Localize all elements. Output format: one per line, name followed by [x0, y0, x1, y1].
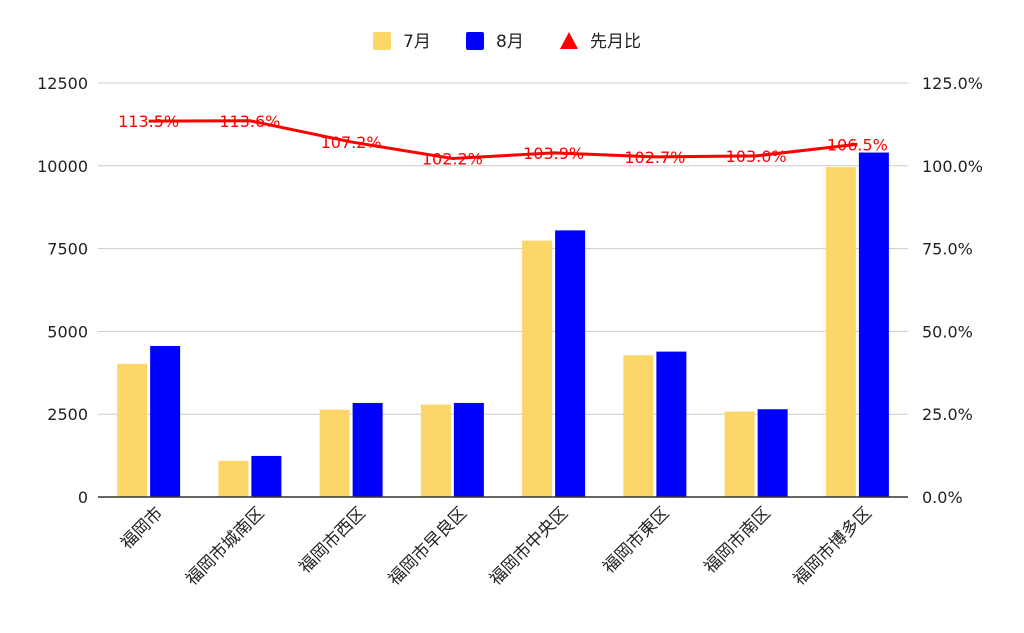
bar-august: [150, 345, 181, 497]
ratio-line-series: 113.5% 113.6% 107.2% 102.2% 103.9% 102.7% 103.…: [118, 112, 888, 169]
ratio-line: [148, 119, 858, 161]
ratio-data-label: 113.5%: [118, 112, 179, 131]
ratio-data-label: 107.2%: [321, 133, 382, 152]
ratio-data-label: 102.7%: [624, 148, 685, 167]
bar-july: [117, 363, 148, 497]
category-label: 福岡市: [117, 503, 167, 553]
ratio-data-label: 102.2%: [422, 150, 483, 169]
bar-july: [825, 167, 856, 497]
bar-july: [522, 240, 553, 498]
legend-label: 7月: [403, 32, 431, 52]
bar-august: [757, 409, 788, 497]
left-tick-label: 5000: [47, 322, 88, 341]
legend: 7月 8月 先月比: [373, 32, 641, 52]
category-label: 福岡市中央区: [486, 503, 572, 589]
left-tick-label: 7500: [47, 240, 88, 259]
right-axis-ticks: 0.0% 25.0% 50.0% 75.0% 100.0% 125.0%: [922, 74, 983, 507]
right-tick-label: 0.0%: [922, 488, 963, 507]
ratio-data-label: 106.5%: [827, 135, 888, 154]
left-tick-label: 10000: [37, 157, 88, 176]
category-label: 福岡市南区: [700, 503, 774, 577]
right-tick-label: 25.0%: [922, 405, 973, 424]
ratio-data-label: 103.9%: [523, 144, 584, 163]
bar-august: [858, 152, 889, 497]
category-label: 福岡市早良区: [385, 503, 471, 589]
legend-swatch-august: [466, 32, 484, 50]
legend-swatch-ratio: [560, 32, 578, 49]
legend-swatch-july: [373, 32, 391, 50]
right-tick-label: 75.0%: [922, 240, 973, 259]
left-axis-ticks: 0 2500 5000 7500 10000 12500: [37, 74, 88, 507]
ratio-data-label: 113.6%: [219, 112, 280, 131]
bar-series: [117, 152, 889, 498]
bar-august: [453, 402, 484, 497]
bar-july: [724, 411, 755, 497]
bar-july: [218, 460, 249, 497]
bar-july: [420, 404, 451, 497]
bar-august: [555, 230, 586, 497]
bar-august: [251, 455, 282, 497]
x-axis-category-labels: 福岡市 福岡市城南区 福岡市西区 福岡市早良区 福岡市中央区 福岡市東区 福岡市南区 福岡市博…: [117, 503, 876, 589]
left-tick-label: 12500: [37, 74, 88, 93]
category-label: 福岡市東区: [599, 503, 673, 577]
category-label: 福岡市西区: [295, 503, 369, 577]
bar-august: [352, 402, 383, 497]
legend-label: 8月: [496, 32, 524, 52]
ratio-data-label: 103.0%: [726, 147, 787, 166]
left-tick-label: 2500: [47, 405, 88, 424]
right-tick-label: 125.0%: [922, 74, 983, 93]
bar-july: [623, 355, 654, 497]
bar-july: [319, 409, 350, 497]
bar-august: [656, 351, 687, 497]
left-tick-label: 0: [78, 488, 88, 507]
category-label: 福岡市城南区: [182, 503, 268, 589]
right-tick-label: 50.0%: [922, 322, 973, 341]
legend-label: 先月比: [590, 32, 641, 52]
right-tick-label: 100.0%: [922, 157, 983, 176]
category-label: 福岡市博多区: [790, 503, 876, 589]
